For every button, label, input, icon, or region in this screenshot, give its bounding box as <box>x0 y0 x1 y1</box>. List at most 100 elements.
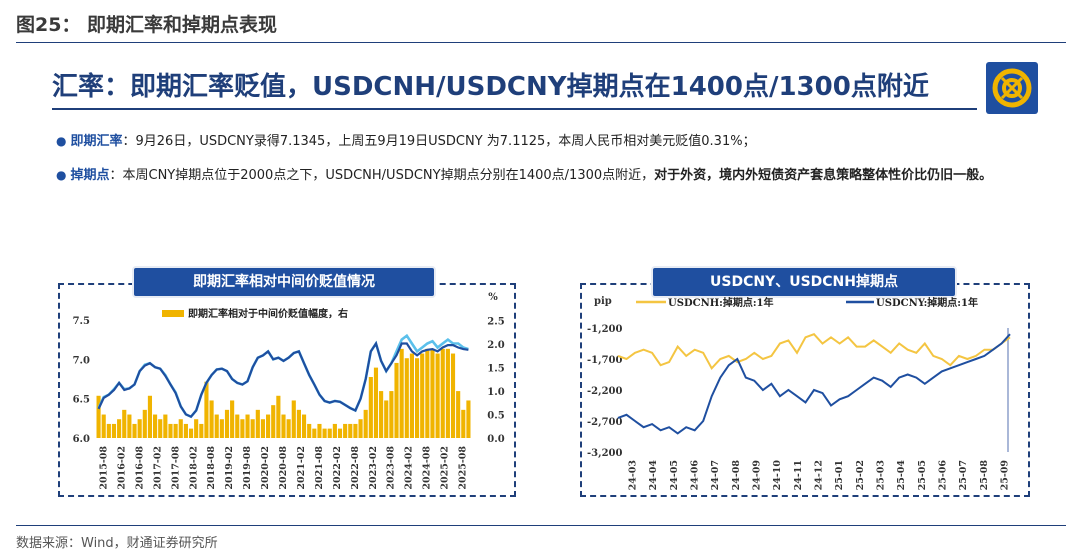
bar-mark <box>384 400 389 438</box>
bullet-text: ：9月26日，USDCNY录得7.1345，上周五9月19日USDCNY 为7.… <box>122 134 756 149</box>
bar-mark <box>368 377 373 438</box>
bar-mark <box>399 348 404 438</box>
bullet-text: ：本周CNY掉期点位于2000点之下，USDCNH/USDCNY掉期点分别在14… <box>109 168 655 183</box>
bar-mark <box>214 414 219 438</box>
bar-mark <box>430 348 435 438</box>
y-left-tick-label: 7.0 <box>73 355 90 366</box>
x-tick-label: 25-03 <box>876 460 887 490</box>
bar-mark <box>420 353 425 438</box>
y-right-tick-label: 1.0 <box>487 387 504 398</box>
series-line <box>97 340 469 419</box>
y-tick-label: -1,200 <box>587 324 623 335</box>
bullet-key: 即期汇率 <box>70 134 123 149</box>
y-right-tick-label: 2.0 <box>487 340 504 351</box>
y-left-tick-label: 6.5 <box>73 395 90 406</box>
x-tick-label: 2016-02 <box>116 446 127 490</box>
bar-mark <box>230 400 235 438</box>
bar-mark <box>322 428 327 438</box>
bar-mark <box>363 409 368 438</box>
y-tick-label: -3,200 <box>587 448 623 459</box>
x-tick-label: 24-12 <box>814 460 825 490</box>
x-tick-label: 25-07 <box>958 460 969 490</box>
y-left-tick-label: 7.5 <box>73 316 90 327</box>
x-tick-label: 25-04 <box>896 460 907 491</box>
left-chart: % 即期汇率相对于中间价贬值幅度，右 6.0 6.5 7.0 7.5 0.0 0.5 1.0 1.… <box>73 292 505 490</box>
bar-mark <box>158 419 163 438</box>
bar-mark <box>286 419 291 438</box>
bar-mark <box>343 423 348 438</box>
series-line <box>617 333 1011 370</box>
bar-mark <box>276 395 281 438</box>
x-tick-label: 2021-02 <box>296 446 307 490</box>
bar-mark <box>466 400 471 438</box>
bar-mark <box>235 414 240 438</box>
bar-mark <box>255 409 260 438</box>
bar-mark <box>163 414 168 438</box>
right-axis-unit: % <box>488 292 498 303</box>
figure-title: 图25： 即期汇率和掉期点表现 <box>16 14 278 36</box>
series-line <box>617 333 1011 435</box>
bar-mark <box>445 348 450 438</box>
bullet-dot-icon: ● <box>56 168 67 182</box>
bar-mark <box>219 419 224 438</box>
bar-mark <box>153 414 158 438</box>
bar-mark <box>245 414 250 438</box>
bullet-spot-rate: ● 即期汇率：9月26日，USDCNY录得7.1345，上周五9月19日USDCN… <box>56 130 1036 153</box>
bullet-dot-icon: ● <box>56 134 67 148</box>
x-tick-label: 2018-08 <box>206 446 217 490</box>
bar-mark <box>312 428 317 438</box>
x-tick-label: 25-09 <box>1000 460 1011 491</box>
x-tick-label: 2024-02 <box>404 446 415 490</box>
bar-mark <box>132 423 137 438</box>
x-tick-label: 24-09 <box>752 460 763 491</box>
bar-mark <box>353 423 358 438</box>
x-tick-label: 2020-08 <box>278 446 289 490</box>
y-right-tick-label: 0.0 <box>487 434 504 445</box>
bar-mark <box>168 423 173 438</box>
x-tick-label: 24-05 <box>669 460 680 490</box>
bar-mark <box>106 423 111 438</box>
bar-mark <box>250 419 255 438</box>
bar-mark <box>317 423 322 438</box>
x-tick-label: 2017-02 <box>152 446 163 490</box>
bar-mark <box>117 419 122 438</box>
bar-mark <box>414 358 420 438</box>
source-note: 数据来源：Wind，财通证券研究所 <box>16 536 218 551</box>
bar-mark <box>183 423 188 438</box>
bar-mark <box>271 405 276 438</box>
x-tick-label: 24-04 <box>648 460 659 491</box>
bar-mark <box>358 419 363 438</box>
bar-mark <box>301 414 307 438</box>
bar-mark <box>296 409 301 438</box>
x-tick-label: 2022-08 <box>350 446 361 490</box>
bar-mark <box>127 414 132 438</box>
x-tick-label: 2019-02 <box>224 446 235 490</box>
bar-mark <box>281 414 286 438</box>
bar-mark <box>96 395 101 438</box>
right-chart: pip USDCNH:掉期点:1年 USDCNY:掉期点:1年 -1,200 -1,70… <box>587 296 1011 491</box>
legend-label-cny: USDCNY:掉期点:1年 <box>876 296 978 309</box>
y-right-tick-label: 0.5 <box>487 411 504 422</box>
x-tick-label: 24-06 <box>690 460 701 491</box>
x-tick-label: 25-02 <box>855 460 866 490</box>
bar-mark <box>142 409 147 438</box>
bullet-key: 掉期点 <box>70 168 110 183</box>
right-chart-title: USDCNY、USDCNH掉期点 <box>651 266 957 298</box>
y-tick-label: -2,700 <box>587 417 623 428</box>
bar-mark <box>260 419 266 438</box>
bar-mark <box>456 391 461 438</box>
x-tick-label: 2021-08 <box>314 446 325 490</box>
bar-mark <box>332 423 337 438</box>
y-right-tick-label: 1.5 <box>487 364 504 375</box>
x-tick-label: 2022-02 <box>332 446 343 490</box>
bar-mark <box>373 367 379 438</box>
legend-swatch <box>162 310 184 317</box>
left-chart-title: 即期汇率相对中间价贬值情况 <box>132 266 436 298</box>
x-tick-label: 25-06 <box>938 460 949 491</box>
bar-mark <box>425 348 430 438</box>
bar-mark <box>194 419 199 438</box>
brand-logo-icon <box>986 62 1038 114</box>
slide-title: 汇率：即期汇率贬值，USDCNH/USDCNY掉期点在1400点/1300点附近 <box>52 72 929 102</box>
bar-mark <box>266 414 271 438</box>
figure-title-rule <box>16 42 1066 43</box>
